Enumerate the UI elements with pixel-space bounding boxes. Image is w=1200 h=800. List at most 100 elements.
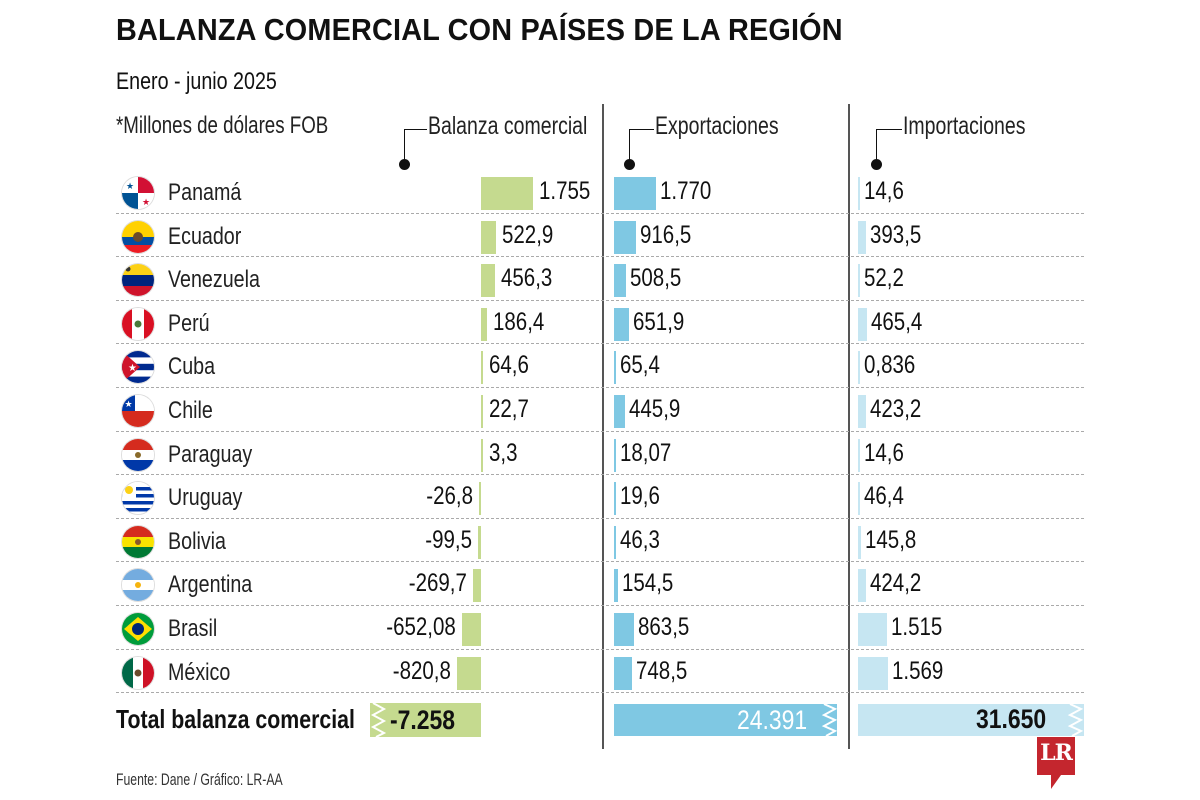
importaciones-bar [858,395,867,428]
bolivia-flag-icon [122,525,154,558]
column-divider [848,104,850,749]
balanza-value: 522,9 [502,220,554,249]
exportaciones-value: 651,9 [633,307,685,336]
country-name: Uruguay [168,484,243,512]
balanza-value: 456,3 [500,264,552,293]
peru-flag-icon [122,307,154,340]
balanza-bar [461,613,481,646]
balanza-bar [481,307,487,341]
svg-text:★: ★ [142,197,150,207]
exportaciones-bar [614,613,635,646]
balanza-bar [473,569,481,603]
units-note: *Millones de dólares FOB [116,112,329,139]
paraguay-flag-icon [122,438,154,471]
row-separator [116,387,1084,388]
row-separator [116,474,1084,476]
importaciones-value: 52,2 [863,264,904,293]
importaciones-bar [858,438,860,472]
importaciones-value: 465,4 [870,307,923,336]
importaciones-bar [858,525,861,559]
exportaciones-bar [614,656,632,690]
column-divider [602,104,604,749]
country-name: Panamá [168,179,242,206]
row-separator [116,561,1084,563]
header-balanza: Balanza comercial [428,112,588,140]
country-name: Chile [168,397,213,424]
country-name: Paraguay [168,440,253,468]
source-note: Fuente: Dane / Gráfico: LR-AA [116,770,283,789]
exportaciones-value: 46,3 [620,525,660,554]
balanza-bar [481,220,497,254]
importaciones-bar [858,220,866,254]
balanza-leader-dot [399,159,410,170]
exportaciones-value: 154,5 [621,569,673,598]
svg-text:★: ★ [128,363,137,374]
balanza-leader-line [404,129,427,165]
ecuador-flag-icon [122,220,154,253]
balanza-value: -26,8 [426,482,473,511]
svg-text:★: ★ [126,181,134,191]
svg-text:★: ★ [124,399,132,409]
balanza-value: -652,08 [386,613,456,641]
balanza-value: -820,8 [392,656,451,685]
importaciones-value: 14,6 [863,438,904,467]
row-separator [116,299,1084,301]
balanza-bar [479,482,481,516]
exportaciones-value: 863,5 [638,613,690,641]
balanza-bar [481,351,483,385]
importaciones-bar [858,482,860,516]
mexico-flag-icon [122,656,154,689]
importaciones-value: 1.515 [890,613,943,641]
total-exportaciones-value: 24.391 [737,705,808,735]
exportaciones-leader-line [629,129,654,165]
balanza-value: 64,6 [489,351,529,380]
row-separator [116,256,1084,258]
importaciones-bar [858,177,860,210]
importaciones-value: 1.569 [892,656,944,685]
panama-flag-icon: ★ ★ [122,177,154,209]
exportaciones-bar [614,177,656,210]
country-name: Brasil [168,615,218,642]
balanza-value: -99,5 [425,525,473,554]
balanza-bar [481,395,483,428]
total-importaciones-value: 31.650 [976,704,1047,734]
header-importaciones: Importaciones [903,112,1026,140]
exportaciones-bar [614,438,616,472]
chile-flag-icon: ★ [122,395,154,427]
exportaciones-value: 508,5 [630,264,682,293]
row-separator [116,343,1084,345]
country-name: Bolivia [168,527,226,555]
argentina-flag-icon [122,569,154,602]
country-name: México [168,658,231,686]
balanza-value: -269,7 [408,569,468,598]
total-balanza-bar [370,703,481,737]
exportaciones-bar [614,395,625,428]
brasil-flag-icon [122,613,154,645]
row-separator [116,648,1084,650]
exportaciones-value: 18,07 [620,438,672,467]
total-label: Total balanza comercial [116,704,355,734]
lr-logo-text: LR [1040,740,1073,766]
importaciones-bar [858,351,860,385]
importaciones-bar [858,307,867,341]
importaciones-value: 0,836 [863,351,915,380]
balanza-bar [478,525,481,559]
balanza-bar [456,656,481,690]
exportaciones-value: 65,4 [620,351,660,380]
exportaciones-bar [614,264,627,298]
chart-title: BALANZA COMERCIAL CON PAÍSES DE LA REGIÓ… [116,12,843,47]
total-importaciones-bar [858,704,1084,736]
exportaciones-bar [614,220,636,254]
country-name: Venezuela [168,266,260,294]
chart-subtitle: Enero - junio 2025 [116,68,277,95]
balanza-value: 1.755 [539,177,591,205]
country-name: Cuba [168,353,216,381]
row-separator [116,212,1084,214]
venezuela-flag-icon [122,264,154,297]
importaciones-bar [858,613,887,646]
total-balanza-value: -7.258 [390,705,456,735]
importaciones-leader-line [876,129,902,165]
exportaciones-leader-dot [624,159,635,170]
exportaciones-bar [614,307,630,341]
lr-logo-tail [1051,775,1061,789]
